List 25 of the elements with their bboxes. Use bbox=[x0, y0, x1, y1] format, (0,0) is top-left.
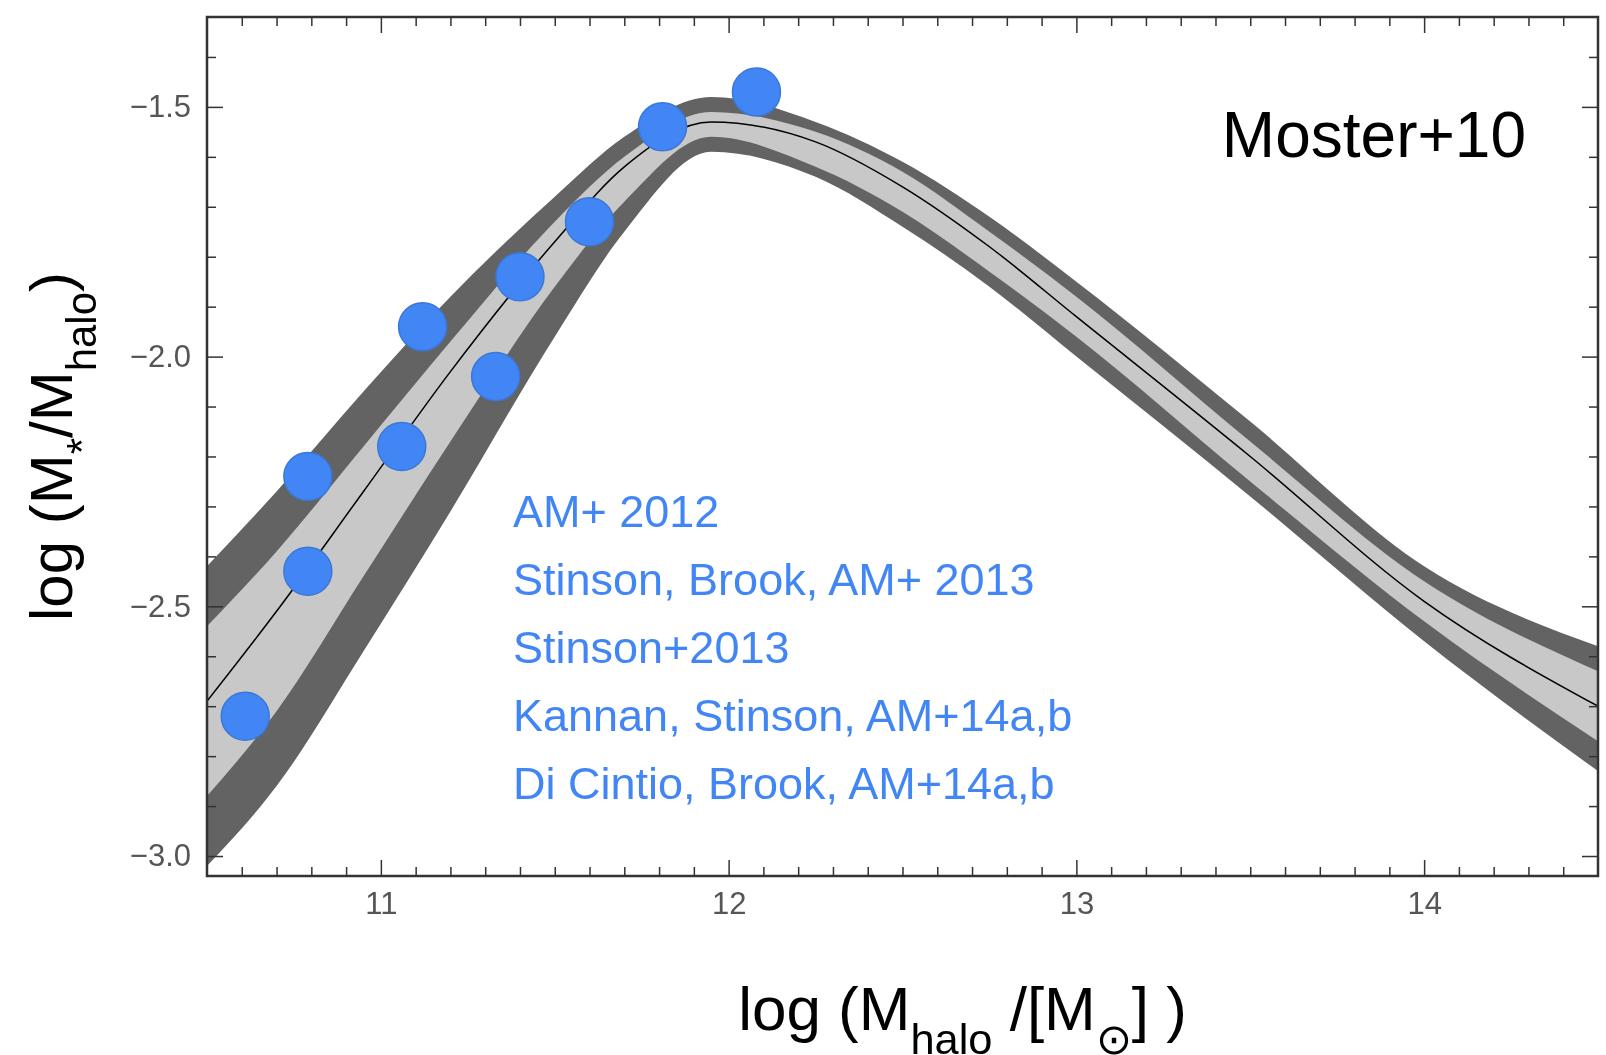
annotation: Moster+10 bbox=[1221, 99, 1526, 171]
annotation: Di Cintio, Brook, AM+14a,b bbox=[513, 758, 1055, 809]
point bbox=[470, 351, 521, 402]
y-tick-label: −2.0 bbox=[129, 339, 191, 375]
y-tick-label: −3.0 bbox=[129, 838, 191, 874]
annotation: Stinson, Brook, AM+ 2013 bbox=[513, 554, 1035, 605]
x-tick-label: 14 bbox=[1407, 886, 1442, 922]
y-tick-label: −2.5 bbox=[129, 588, 191, 624]
point bbox=[220, 691, 270, 741]
annotation: Kannan, Stinson, AM+14a,b bbox=[513, 690, 1073, 741]
annotation: AM+ 2012 bbox=[513, 486, 720, 537]
x-tick-label: 11 bbox=[365, 886, 398, 922]
point bbox=[637, 102, 688, 152]
point bbox=[564, 197, 615, 247]
point bbox=[397, 301, 448, 352]
y-tick-label: −1.5 bbox=[129, 89, 191, 125]
point bbox=[283, 546, 333, 597]
point bbox=[495, 252, 545, 302]
annotation: Stinson+2013 bbox=[513, 622, 790, 673]
point bbox=[376, 421, 427, 472]
point bbox=[731, 67, 782, 117]
x-axis-title: log (M$_{halo}$ /[M$_{⊙}$] ) bbox=[738, 974, 1187, 1055]
x-tick-label: 13 bbox=[1059, 886, 1095, 922]
point bbox=[283, 451, 333, 502]
x-tick-label: 12 bbox=[711, 886, 747, 922]
